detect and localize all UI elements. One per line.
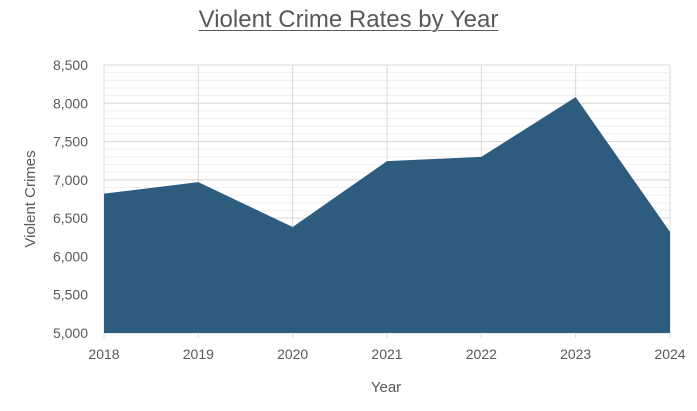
- y-tick-label: 6,000: [53, 248, 88, 264]
- y-tick-label: 6,500: [53, 210, 88, 226]
- y-tick-label: 7,500: [53, 134, 88, 150]
- y-axis-title: Violent Crimes: [22, 150, 39, 247]
- y-tick-label: 5,500: [53, 287, 88, 303]
- chart-title: Violent Crime Rates by Year: [198, 6, 499, 33]
- y-tick-label: 7,000: [53, 172, 88, 188]
- x-tick-label: 2018: [88, 346, 119, 362]
- x-tick-label: 2022: [466, 346, 497, 362]
- x-axis-ticks: 2018 2019 2020 2021 2022 2023 2024: [88, 346, 685, 362]
- y-tick-label: 5,000: [53, 325, 88, 341]
- x-tick-label: 2019: [183, 346, 214, 362]
- x-tick-label: 2020: [277, 346, 308, 362]
- x-tick-label: 2023: [560, 346, 591, 362]
- y-axis-ticks: 5,000 5,500 6,000 6,500 7,000 7,500 8,000 8,500: [53, 57, 88, 341]
- y-tick-label: 8,500: [53, 57, 88, 73]
- x-tick-label: 2021: [371, 346, 402, 362]
- x-axis-title: Year: [371, 379, 401, 396]
- area-series: [104, 97, 670, 333]
- x-tick-label: 2024: [654, 346, 685, 362]
- y-tick-label: 8,000: [53, 95, 88, 111]
